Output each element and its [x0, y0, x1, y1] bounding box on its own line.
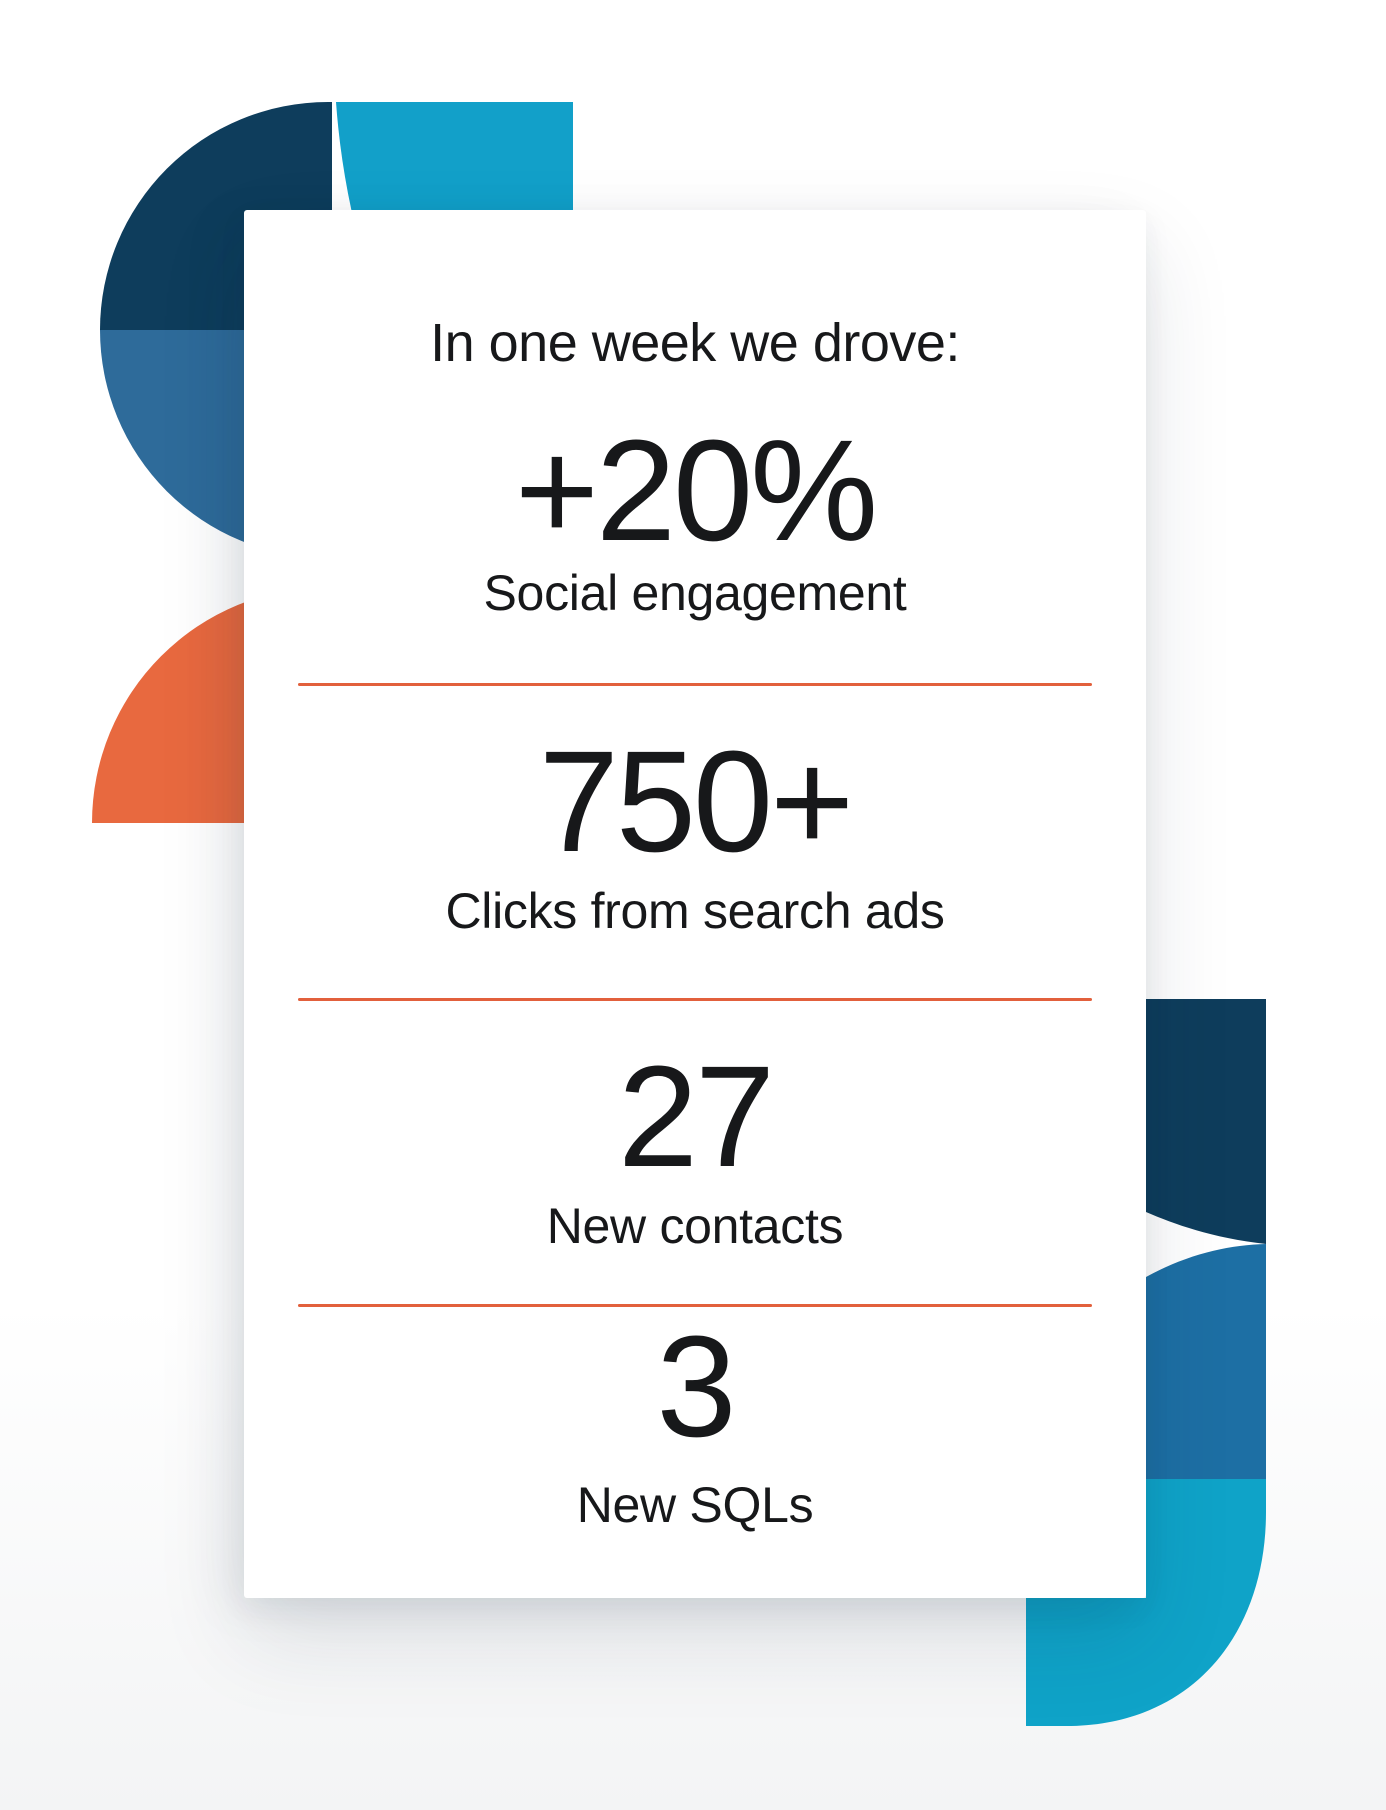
metric-value-social-engagement: +20% [514, 410, 878, 571]
divider [298, 998, 1092, 1001]
metric-value-search-ad-clicks: 750+ [538, 721, 854, 882]
metric-value-new-sqls: 3 [656, 1306, 736, 1467]
divider [298, 1304, 1092, 1307]
metric-label-new-sqls: New SQLs [576, 1477, 814, 1533]
metric-label-new-contacts: New contacts [546, 1198, 844, 1254]
card-title: In one week we drove: [430, 313, 960, 374]
metric-label-social-engagement: Social engagement [483, 565, 907, 621]
decor-right-block-navy [1146, 999, 1266, 1244]
divider [298, 683, 1092, 686]
decor-right-jhook-cyan [1026, 1479, 1266, 1726]
stats-card: In one week we drove: +20% Social engage… [244, 210, 1146, 1598]
metric-label-search-ad-clicks: Clicks from search ads [445, 883, 945, 939]
decor-right-block-blue [1146, 1244, 1266, 1479]
metric-value-new-contacts: 27 [617, 1036, 775, 1197]
